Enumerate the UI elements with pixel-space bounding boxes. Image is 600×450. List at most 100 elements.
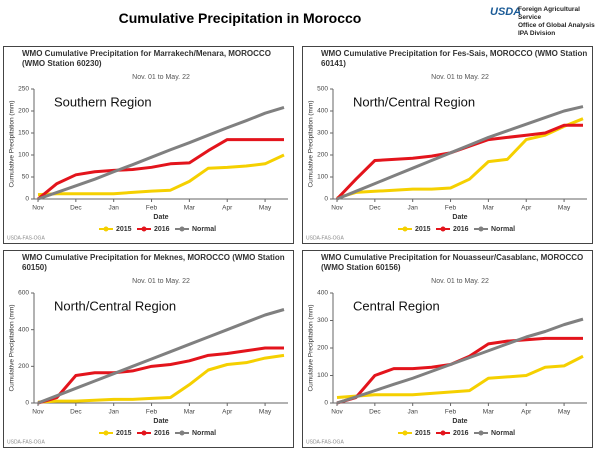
legend-label: 2015 [116,226,132,233]
logo-mark: USDA [490,6,522,18]
x-tick-label: Dec [70,409,82,416]
x-tick-label: Apr [521,205,532,212]
y-tick-label: 0 [25,196,29,203]
x-tick-label: Mar [184,409,196,416]
series-line [336,317,584,405]
legend-label: Normal [192,226,216,233]
y-tick-label: 300 [317,130,328,137]
region-annotation: Central Region [353,298,440,313]
y-tick-label: 200 [18,108,29,115]
y-tick-label: 400 [317,290,328,297]
legend-label: 2015 [415,226,431,233]
x-axis-label: Date [153,418,168,425]
x-tick-label: Apr [521,409,532,416]
y-tick-label: 400 [317,108,328,115]
series-line [336,105,584,201]
region-annotation: Southern Region [54,94,152,109]
legend-marker [478,226,484,232]
x-tick-label: Mar [483,409,495,416]
y-tick-label: 200 [317,152,328,159]
x-tick-label: Jan [108,409,119,416]
chart-subtitle: Nov. 01 to May. 22 [431,278,489,285]
chart-title: WMO Cumulative Precipitation for Meknes,… [22,253,285,272]
x-tick-label: Nov [32,205,44,212]
chart: Nov. 01 to May. 22 0 50 100 150 200 250 Nov Dec J… [7,74,288,241]
x-tick-label: Feb [445,409,457,416]
x-tick-label: Dec [369,409,381,416]
x-tick-label: Nov [331,205,343,212]
y-tick-label: 100 [18,152,29,159]
y-tick-label: 500 [317,86,328,93]
x-tick-label: Nov [331,409,343,416]
series-line [336,117,584,200]
x-tick-label: Apr [222,205,233,212]
series-line [37,106,285,201]
x-tick-label: May [259,205,272,212]
x-axis-label: Date [452,214,467,221]
chart-title: WMO Cumulative Precipitation for Nouasse… [321,253,584,272]
y-tick-label: 600 [18,290,29,297]
x-tick-label: Feb [445,205,457,212]
source-note: USDA-FAS-OGA [306,235,344,241]
page-title: Cumulative Precipitation in Morocco [118,10,362,26]
chart-panel: WMO Cumulative Precipitation for Meknes,… [3,250,294,448]
chart: Nov. 01 to May. 22 0 200 400 600 Nov Dec Jan Feb… [7,278,288,445]
legend-label: Normal [491,226,515,233]
y-tick-label: 200 [317,345,328,352]
x-tick-label: Feb [146,409,158,416]
region-annotation: North/Central Region [353,94,475,109]
series-line [37,138,284,201]
chart-panel: WMO Cumulative Precipitation for Nouasse… [302,250,593,448]
region-annotation: North/Central Region [54,298,176,313]
y-tick-label: 0 [25,400,29,407]
legend-label: 2015 [116,430,132,437]
x-axis-label: Date [153,214,168,221]
legend-marker [141,430,147,436]
chart-subtitle: Nov. 01 to May. 22 [132,278,190,285]
legend-marker [440,430,446,436]
chart-panel: WMO Cumulative Precipitation for Marrake… [3,46,294,244]
series-line [37,153,285,197]
org-line: Office of Global Analysis [518,22,595,29]
legend-label: 2016 [154,226,170,233]
y-axis-label: Cumulative Precipitation (mm) [9,304,16,391]
source-note: USDA-FAS-OGA [306,439,344,445]
series-line [37,308,285,405]
legend-marker [179,226,185,232]
legend-marker [103,226,109,232]
org-line: IPA Division [518,30,556,37]
legend-marker [402,226,408,232]
legend-marker [402,430,408,436]
x-tick-label: Jan [407,205,418,212]
series-line [37,346,284,405]
legend-marker [141,226,147,232]
legend-label: 2015 [415,430,431,437]
x-tick-label: Jan [108,205,119,212]
y-tick-label: 200 [18,363,29,370]
x-tick-label: May [558,205,571,212]
chart-title: WMO Cumulative Precipitation for Marrake… [22,49,271,68]
y-tick-label: 50 [22,174,30,181]
x-axis-label: Date [452,418,467,425]
x-tick-label: May [558,409,571,416]
legend-marker [179,430,185,436]
x-tick-label: May [259,409,272,416]
legend-marker [478,430,484,436]
chart-title: WMO Cumulative Precipitation for Fes-Sai… [321,49,588,68]
y-tick-label: 250 [18,86,29,93]
y-axis-label: Cumulative Precipitation (mm) [308,304,315,391]
y-tick-label: 100 [317,372,328,379]
y-tick-label: 400 [18,326,29,333]
y-axis-label: Cumulative Precipitation (mm) [308,100,315,187]
series-line [336,354,584,399]
x-tick-label: Nov [32,409,44,416]
y-tick-label: 0 [324,196,328,203]
legend-label: 2016 [453,226,469,233]
x-tick-label: Mar [184,205,196,212]
org-line: Foreign Agricultural Service [518,6,580,21]
series-line [336,336,583,405]
legend-marker [103,430,109,436]
chart-panel: WMO Cumulative Precipitation for Fes-Sai… [302,46,593,244]
x-tick-label: Mar [483,205,495,212]
logo: USDA Foreign Agricultural Service Office… [490,4,598,40]
